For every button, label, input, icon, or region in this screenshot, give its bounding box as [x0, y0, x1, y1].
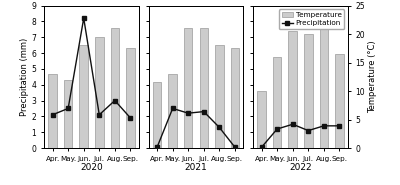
Bar — [126, 48, 135, 148]
Bar — [215, 46, 224, 148]
Bar — [231, 48, 239, 148]
Bar — [168, 74, 177, 148]
Bar — [110, 28, 119, 148]
X-axis label: 2020: 2020 — [80, 163, 103, 172]
Bar — [273, 57, 282, 148]
Bar — [200, 28, 208, 148]
Bar — [320, 26, 328, 148]
Legend: Temperature, Precipitation: Temperature, Precipitation — [279, 9, 344, 29]
Bar — [288, 31, 297, 148]
Bar — [304, 34, 312, 148]
X-axis label: 2021: 2021 — [185, 163, 207, 172]
Bar — [335, 54, 344, 148]
Bar — [80, 46, 88, 148]
Bar — [48, 74, 57, 148]
Bar — [64, 80, 72, 148]
Y-axis label: Precipitation (mm): Precipitation (mm) — [20, 38, 29, 116]
Bar — [184, 28, 192, 148]
Bar — [153, 83, 161, 148]
X-axis label: 2022: 2022 — [289, 163, 312, 172]
Bar — [257, 91, 266, 148]
Bar — [95, 37, 104, 148]
Y-axis label: Temperature (°C): Temperature (°C) — [368, 41, 377, 113]
